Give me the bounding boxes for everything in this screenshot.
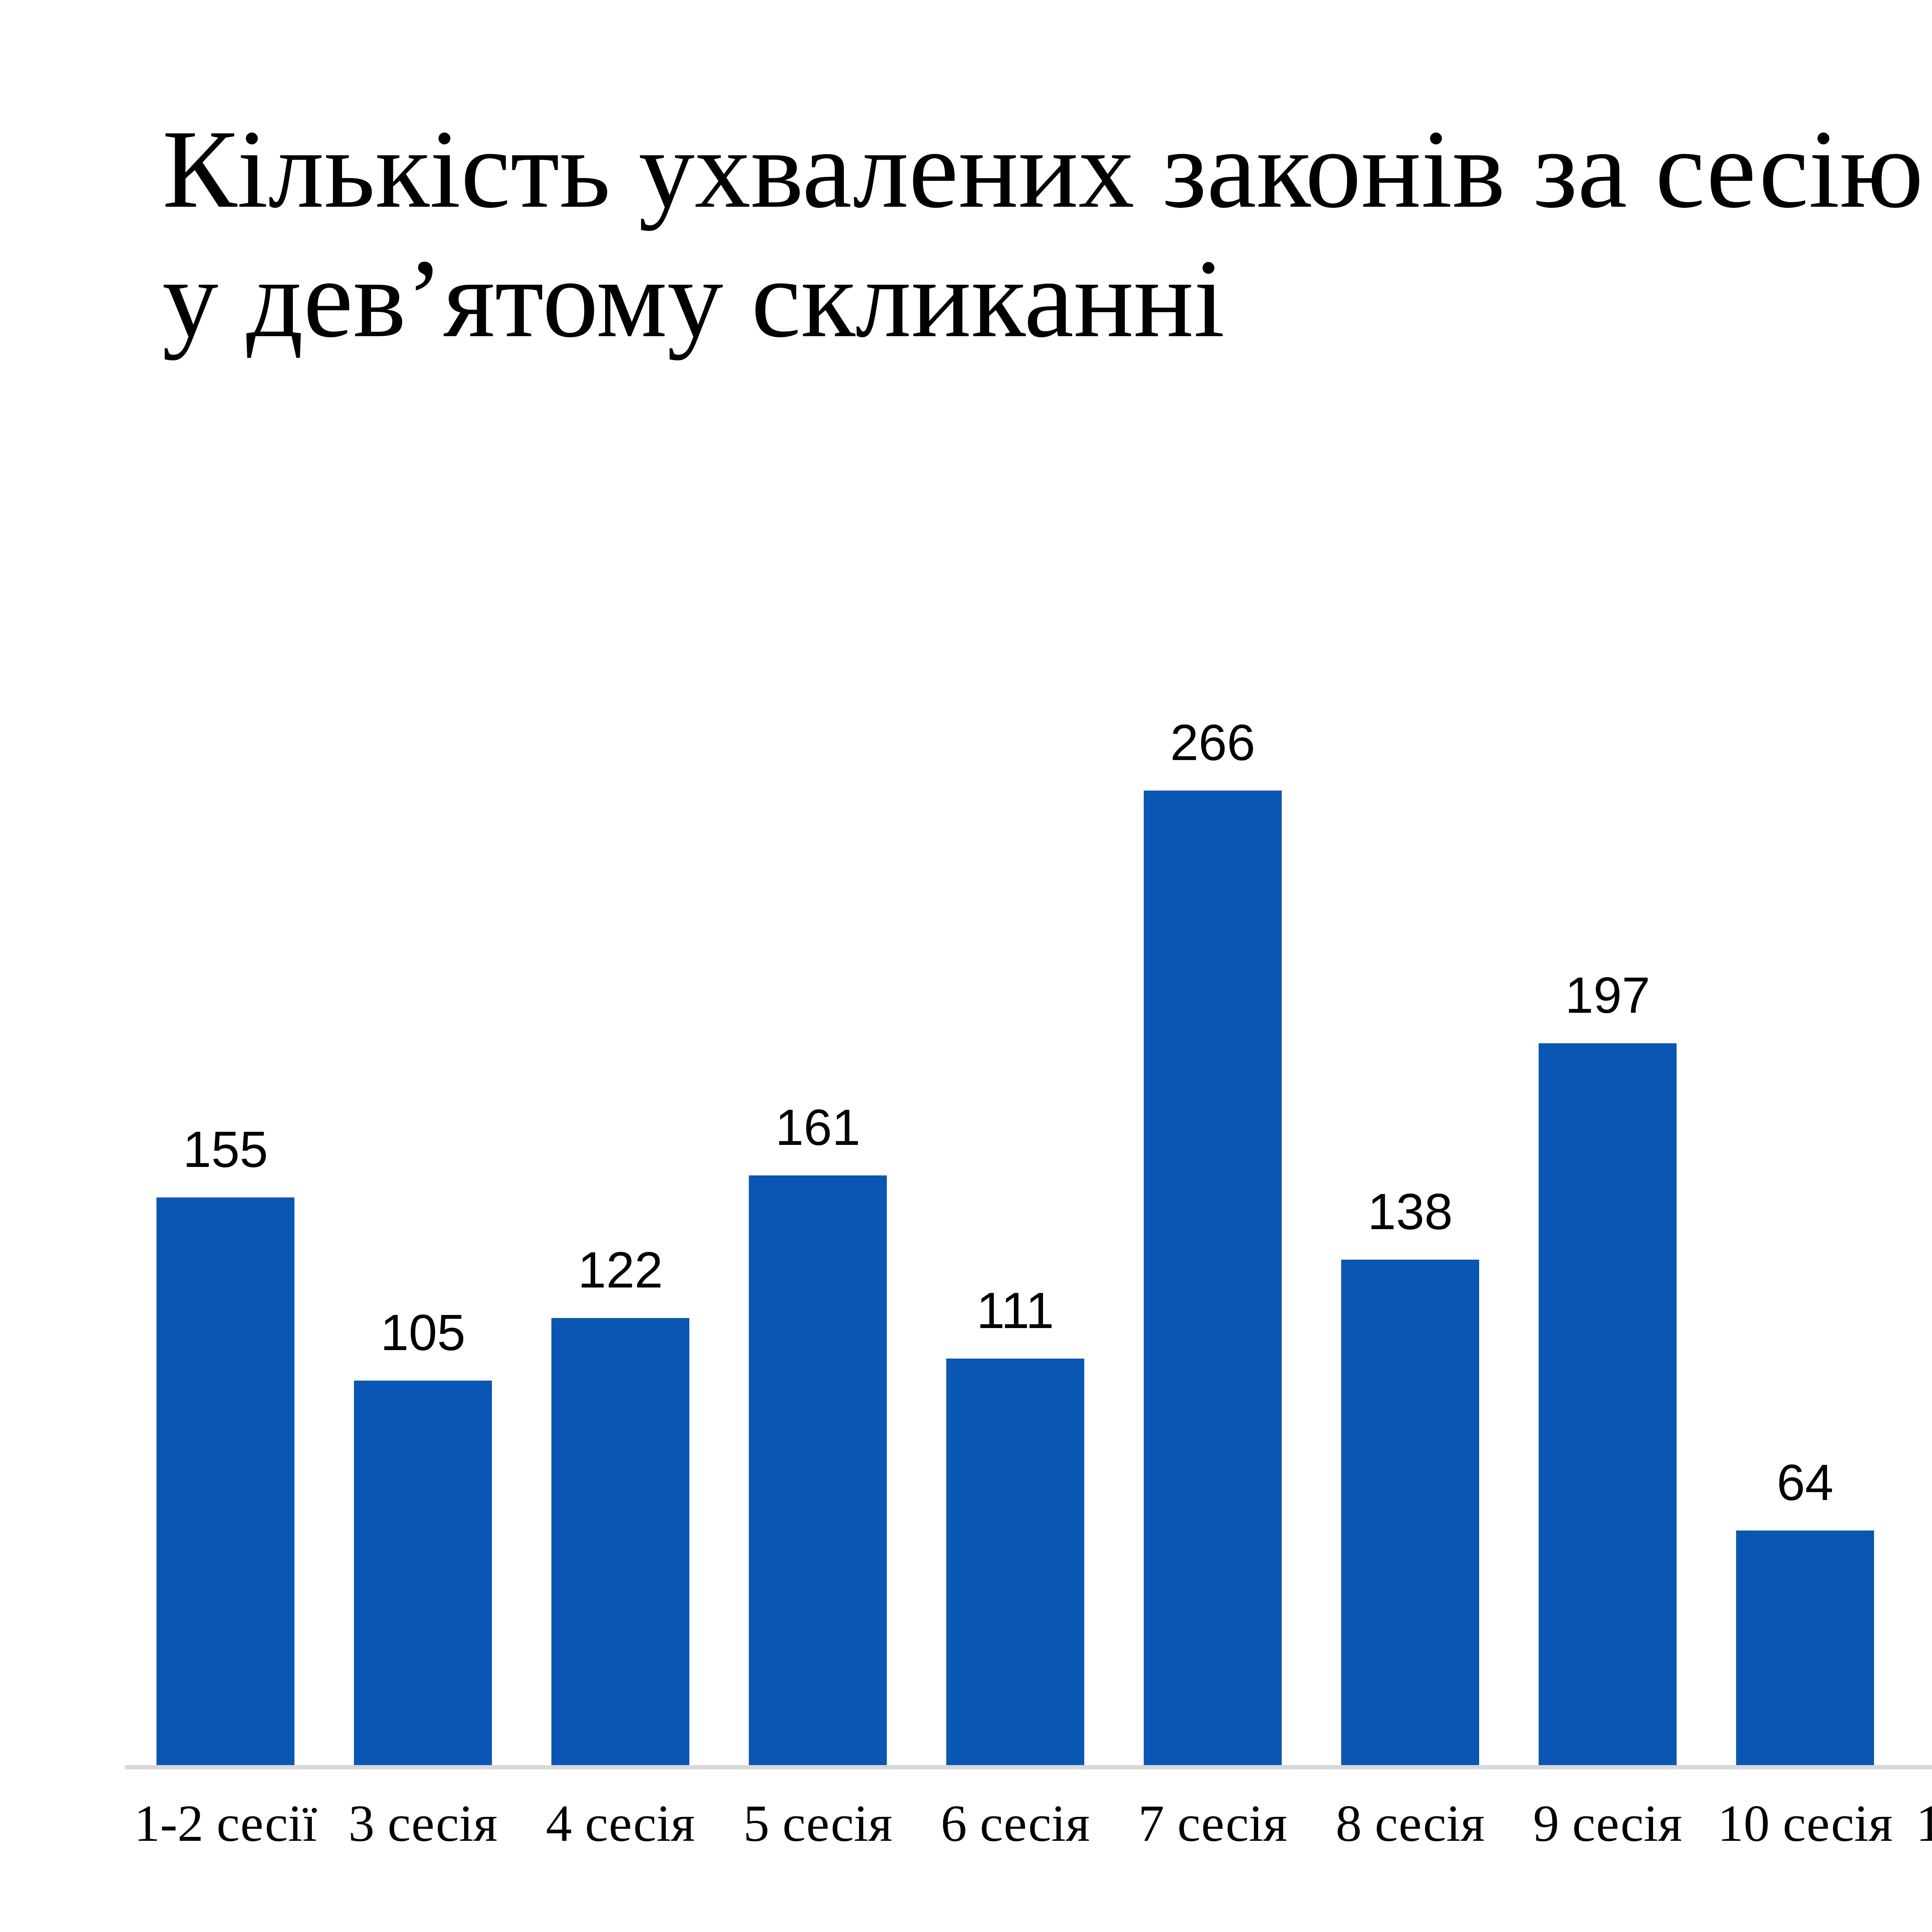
bar-value-label: 64 [1777,1454,1833,1511]
bar-value-label: 155 [183,1121,268,1178]
x-axis-label: 5 сесія [743,1795,893,1852]
chart-title: Кількість ухвалених законів за сесію у де… [162,104,1923,363]
bar [946,1359,1084,1765]
bar [1736,1531,1874,1765]
x-axis-label: 9 сесія [1533,1795,1682,1852]
chart-title-line-1: Кількість ухвалених законів за сесію [162,107,1923,231]
bar-value-label: 111 [976,1282,1054,1339]
bar [1539,1043,1677,1765]
bar [1341,1260,1479,1765]
bar-value-label: 139 [1904,1182,1932,1233]
x-axis-label: 1-2 сесії [134,1795,317,1852]
bar-value-label: 105 [380,1304,466,1361]
bar [749,1175,887,1765]
bar [551,1318,689,1765]
bar-value-label: 161 [775,1099,861,1156]
bar-value-label: 138 [1367,1183,1453,1240]
x-axis-label: 8 сесія [1335,1795,1485,1852]
x-axis-label: 3 сесія [348,1795,498,1852]
x-axis-label: 6 сесія [940,1795,1090,1852]
x-axis-label: 7 сесія [1138,1795,1287,1852]
bar [1144,791,1282,1765]
x-axis-label: 4 сесія [546,1795,695,1852]
x-axis-label: 11 сесія [1916,1795,1932,1852]
x-axis-line [125,1765,1932,1769]
bar [354,1381,492,1765]
bar-value-label: 266 [1170,714,1255,771]
bar-value-label: 122 [578,1242,663,1298]
bar [156,1197,294,1765]
x-axis-label: 10 сесія [1717,1795,1893,1852]
bar-value-label: 197 [1565,967,1650,1024]
chart-title-line-2: у дев’ятому скликанні [162,236,1225,361]
